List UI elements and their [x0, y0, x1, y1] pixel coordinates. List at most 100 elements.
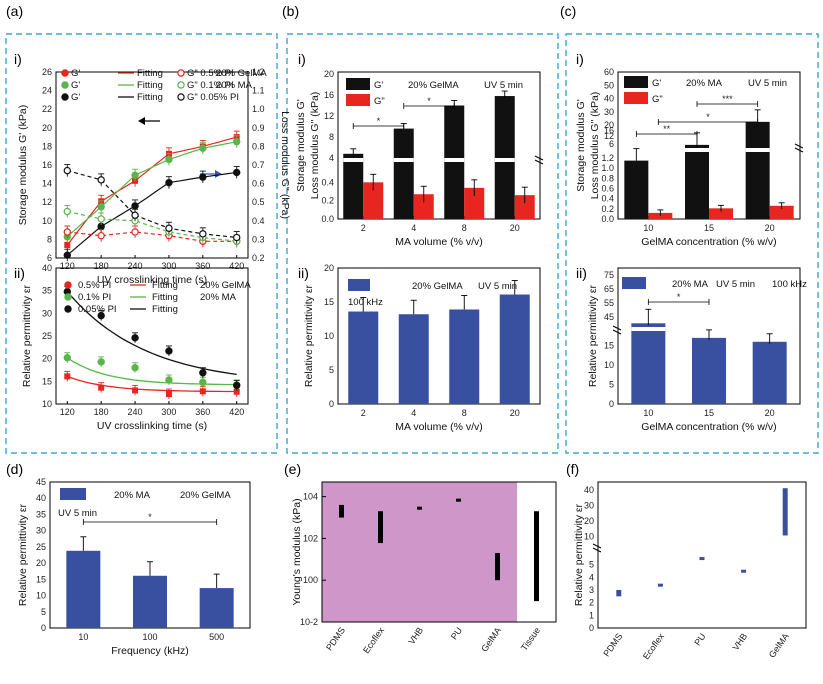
bi-bar-storage-3 — [494, 96, 515, 219]
ai-fit-curve-1 — [66, 141, 237, 238]
aii-plot-area — [55, 267, 249, 405]
e-xtick-label-2: VHB — [406, 625, 425, 646]
cii-axis-break — [612, 325, 622, 335]
aii-ytick-label: 25 — [42, 331, 52, 341]
ai-ytick-label: 6 — [47, 253, 52, 263]
cii-bar-2 — [752, 341, 787, 404]
ai-y2tick-label: 0.4 — [252, 216, 265, 226]
bi-bar-break-2 — [444, 158, 465, 162]
d-legend-2: UV 5 min — [58, 508, 97, 519]
ai-xtick-label: 360 — [195, 261, 210, 271]
ai-legend-storage-1: G' — [71, 80, 80, 91]
ai-legend-loss-2: G" 0.05% PI — [187, 92, 239, 103]
panel-label-e: (e) — [284, 461, 301, 477]
ai-point-3-1 — [97, 231, 105, 240]
cii-ytick-high: 55 — [604, 298, 614, 308]
f-ytick-low: 4 — [589, 572, 594, 582]
ai-legend-note-1: 20% MA — [216, 80, 253, 91]
d-xtick-label: 10 — [78, 632, 88, 642]
bi-legend-0: G' — [374, 80, 383, 91]
ai-plot-area — [55, 71, 249, 259]
subpanel-label-b-i: i) — [298, 51, 306, 67]
aii-point-1-3 — [165, 376, 173, 384]
ci-axis-break — [794, 143, 804, 153]
f-xtick-label-4: GelMA — [767, 631, 791, 659]
bi-axis-break — [534, 155, 544, 165]
f-range-bar-3 — [741, 569, 747, 573]
bi-bar-loss-0 — [363, 182, 384, 219]
ai-y2tick-label: 1.2 — [252, 67, 265, 77]
panel-label-a: (a) — [6, 3, 23, 19]
bii-legend-2: 100 kHz — [348, 297, 383, 308]
d-ytick-label: 20 — [36, 558, 46, 568]
aii-point-2-3 — [165, 347, 173, 355]
aii-point-0-1 — [98, 384, 105, 391]
ci-bar-loss-2 — [769, 205, 794, 219]
ci-ytick-low: 0.2 — [601, 204, 614, 214]
ci-ytick-low: 0.0 — [601, 214, 614, 224]
aii-legend-fit-1: Fitting — [152, 292, 178, 303]
e-xtick-label-3: PU — [449, 625, 464, 641]
aii-legend-marker-1 — [64, 293, 72, 301]
aii-point-1-0 — [63, 354, 71, 362]
ci-bar-loss-1 — [709, 208, 733, 219]
d-ytick-label: 40 — [36, 493, 46, 503]
b-ii-xlabel: MA volume (% v/v) — [395, 421, 483, 433]
ai-point-1-4 — [199, 144, 207, 152]
ai-arrow-right-head — [215, 170, 222, 178]
ai-y2tick-label: 0.6 — [252, 179, 265, 189]
d-ytick-label: 5 — [41, 607, 46, 617]
b-i-plot-area — [337, 71, 541, 220]
ai-point-2-4 — [199, 173, 207, 181]
subpanel-label-c-i: i) — [576, 51, 584, 67]
f-xtick-label-2: PU — [692, 631, 707, 647]
panel-label-d: (d) — [6, 461, 23, 477]
f-ytick-low: 5 — [589, 560, 594, 570]
f-ytick-high: 20 — [584, 516, 594, 526]
d-legend-swatch — [60, 488, 86, 500]
bi-legend-swatch-0 — [346, 78, 370, 90]
cii-legend-swatch — [622, 277, 646, 289]
e-range-bar-3 — [456, 498, 461, 502]
e-plot-area — [321, 481, 557, 623]
ai-legend-fitting-1: Fitting — [137, 80, 163, 91]
bii-bar-2 — [449, 309, 480, 404]
panel-label-f: (f) — [566, 461, 579, 477]
d-xtick-label: 500 — [209, 632, 224, 642]
cii-ytick-low: 10 — [604, 360, 614, 370]
cii-legend-1: UV 5 min — [716, 279, 755, 290]
ai-point-0-0 — [64, 241, 71, 248]
ci-bar-storage-2 — [745, 121, 770, 219]
ai-ytick-label: 12 — [42, 197, 52, 207]
bi-ytick-high: 8 — [329, 132, 334, 142]
subpanel-label-b-ii: ii) — [298, 265, 309, 281]
bi-ytick-low: 0.0 — [321, 214, 334, 224]
ai-point-2-5 — [233, 168, 241, 177]
ai-point-4-0 — [63, 207, 71, 216]
bi-ytick-low: 0.4 — [321, 177, 334, 187]
f-range-bar-2 — [699, 557, 705, 561]
e-range-bar-4 — [495, 553, 500, 581]
cii-bar-0 — [631, 323, 666, 404]
ai-xtick-label: 180 — [94, 261, 109, 271]
aii-note-1: 20% MA — [200, 292, 237, 303]
b-i-xtick-label: 8 — [462, 223, 467, 233]
c-i-xtick-label: 10 — [643, 223, 653, 233]
ai-fit-curve-0 — [66, 136, 237, 246]
aii-xtick-label: 420 — [229, 407, 244, 417]
aii-xtick-label: 240 — [128, 407, 143, 417]
ci-sig-1-label: * — [706, 112, 710, 122]
f-axis-break — [592, 543, 602, 553]
aii-legend-fit-2: Fitting — [152, 304, 178, 315]
aii-legend-1: 0.1% PI — [78, 292, 111, 303]
bi-ytick-high: 20 — [324, 69, 334, 79]
ci-ytick-high: 20 — [604, 120, 614, 130]
c-ii-xtick-label: 20 — [765, 408, 775, 418]
bi-bar-loss-2 — [464, 187, 485, 219]
c-ii-xlabel: GelMA concentration (% w/v) — [641, 421, 776, 433]
ai-point-3-0 — [63, 228, 71, 236]
ai-xtick-label: 240 — [128, 261, 143, 271]
d-bar-2 — [199, 588, 234, 628]
ai-point-2-0 — [63, 251, 71, 259]
cii-ytick-high: 45 — [604, 312, 614, 322]
